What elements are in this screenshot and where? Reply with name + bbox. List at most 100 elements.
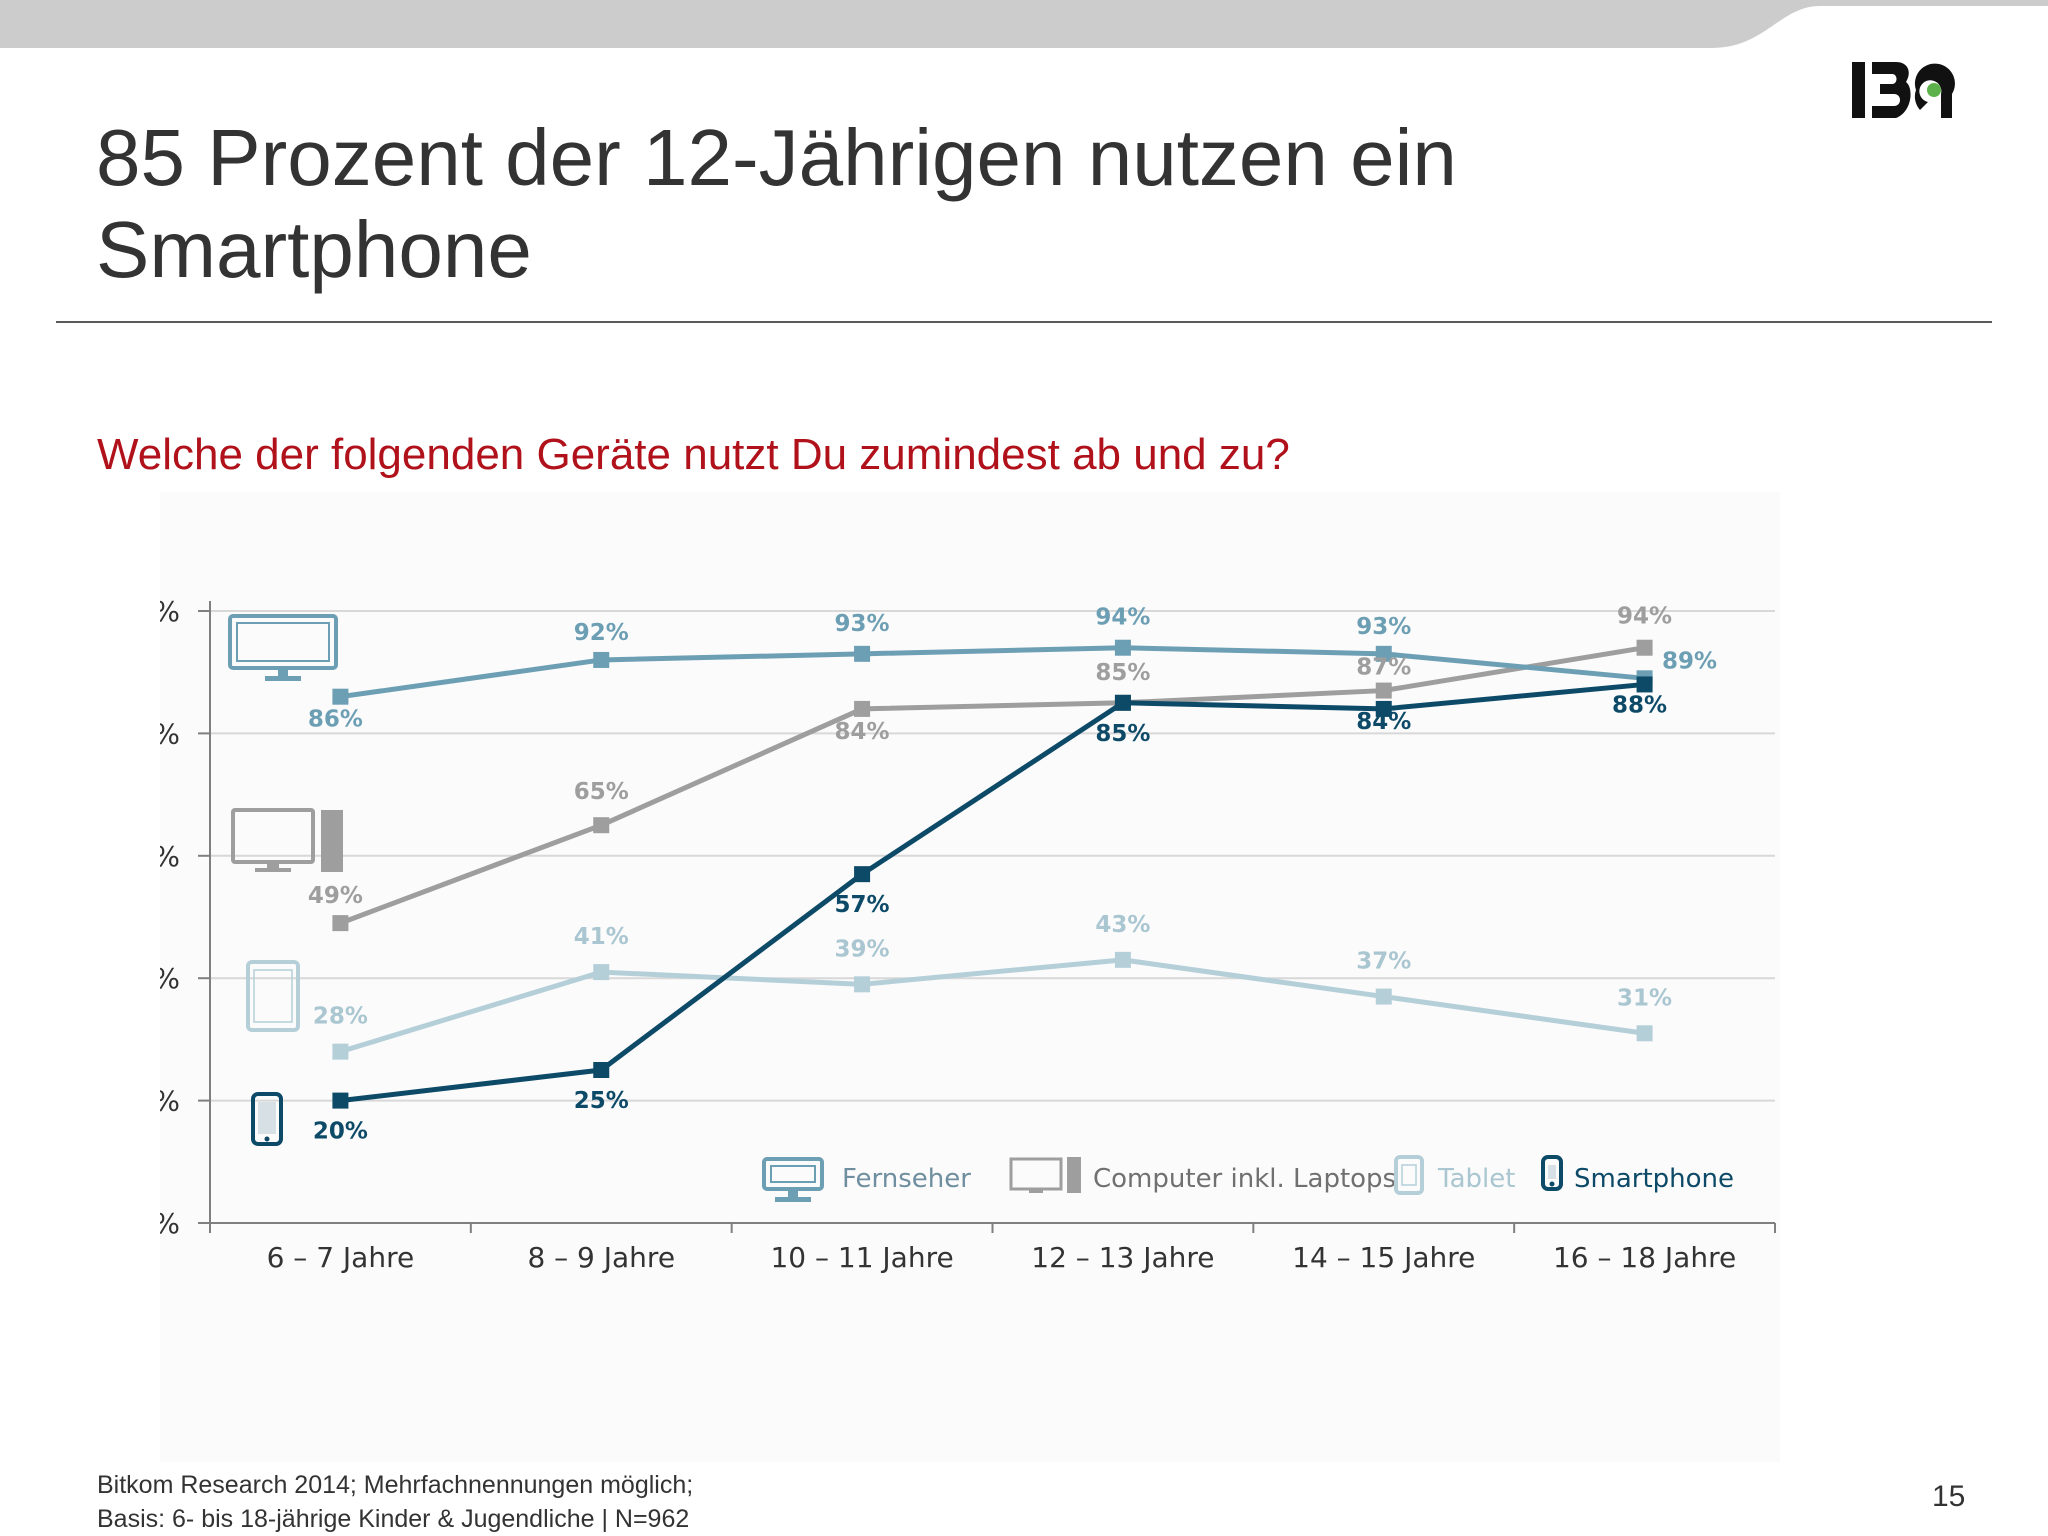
tablet-data-label: 41% xyxy=(574,924,629,950)
smartphone-point xyxy=(854,866,871,883)
fernseher-point xyxy=(1114,639,1131,656)
title-divider xyxy=(56,321,1992,323)
fernseher-point xyxy=(1375,645,1392,662)
tablet-icon-screen xyxy=(253,969,293,1023)
legend-label-computer: Computer inkl. Laptops xyxy=(1093,1164,1396,1194)
smartphone-point xyxy=(1636,676,1653,693)
smartphone-data-label: 57% xyxy=(835,892,890,918)
tablet-point xyxy=(1375,988,1392,1005)
chart-panel: 0% 20% 40% 60% 80% 100% 6 – 7 Jahre 8 – 9 Jahre… xyxy=(160,492,1780,1462)
slide-title-line-1: 85 Prozent der 12-Jährigen nutzen ein xyxy=(96,113,1457,202)
smartphone-icon-home xyxy=(264,1136,270,1142)
tablet-data-label: 43% xyxy=(1095,912,1150,938)
top-band-shape xyxy=(0,0,2048,48)
fernseher-data-label: 86% xyxy=(308,707,363,733)
legend-tv-icon-screen xyxy=(770,1165,816,1183)
computer-line xyxy=(339,645,1645,926)
computer-data-label: 49% xyxy=(308,883,363,909)
legend-tablet-icon-screen xyxy=(1401,1164,1417,1186)
computer-data-label: 87% xyxy=(1356,655,1411,681)
x-tick-label: 16 – 18 Jahre xyxy=(1553,1241,1736,1274)
legend-computer-icon-base xyxy=(1029,1189,1043,1193)
tablet-point xyxy=(1636,1025,1653,1042)
fernseher-data-label: 94% xyxy=(1095,605,1150,631)
smartphone-data-label: 88% xyxy=(1612,692,1667,718)
page-number: 15 xyxy=(1932,1480,1966,1513)
fernseher-point xyxy=(332,688,349,705)
legend-tv-icon-base xyxy=(775,1197,811,1202)
computer-data-label: 84% xyxy=(835,719,890,745)
smartphone-data-label: 25% xyxy=(574,1088,629,1114)
computer-icon-stand xyxy=(267,862,279,868)
smartphone-data-label: 84% xyxy=(1356,709,1411,735)
line-chart: 0% 20% 40% 60% 80% 100% 6 – 7 Jahre 8 – 9 Jahre… xyxy=(160,595,1776,1274)
y-tick-label: 80% xyxy=(160,717,180,750)
tablet-point xyxy=(332,1043,349,1060)
smartphone-data-label: 20% xyxy=(313,1119,368,1145)
smartphone-line xyxy=(340,681,1645,1104)
fernseher-point xyxy=(854,645,871,662)
source-note: Bitkom Research 2014; Mehrfachnennungen … xyxy=(97,1468,693,1536)
smartphone-point xyxy=(332,1092,349,1109)
y-tick-label: 40% xyxy=(160,962,180,995)
x-tick-label: 14 – 15 Jahre xyxy=(1292,1241,1475,1274)
x-tick-label: 6 – 7 Jahre xyxy=(267,1241,415,1274)
computer-point xyxy=(593,817,610,834)
tablet-point xyxy=(854,976,871,993)
slide-title: 85 Prozent der 12-Jährigen nutzen ein Sm… xyxy=(96,112,1696,296)
legend-smartphone-icon xyxy=(1541,1155,1563,1191)
y-tick-label: 0% xyxy=(160,1207,180,1240)
fernseher-point xyxy=(593,651,610,668)
computer-data-label: 85% xyxy=(1095,660,1150,686)
survey-question: Welche der folgenden Geräte nutzt Du zum… xyxy=(97,430,1290,479)
x-tick-label: 12 – 13 Jahre xyxy=(1031,1241,1214,1274)
fernseher-data-label: 89% xyxy=(1662,648,1717,674)
smartphone-data-label: 85% xyxy=(1095,721,1150,747)
legend-tv-icon xyxy=(762,1157,824,1191)
fernseher-line xyxy=(340,645,1645,700)
y-tick-label: 60% xyxy=(160,840,180,873)
legend-label-smartphone: Smartphone xyxy=(1574,1164,1734,1194)
tablet-point xyxy=(1114,951,1131,968)
fernseher-data-label: 92% xyxy=(574,620,629,646)
tablet-point xyxy=(593,964,610,981)
tablet-icon xyxy=(246,960,300,1032)
tv-icon-stand xyxy=(278,668,288,676)
smartphone-point xyxy=(1375,700,1392,717)
legend-label-tablet: Tablet xyxy=(1437,1164,1515,1194)
legend-smartphone-icon-home xyxy=(1549,1181,1555,1187)
x-tick-label: 8 – 9 Jahre xyxy=(527,1241,675,1274)
smartphone-point xyxy=(1114,694,1131,711)
legend-tablet-icon xyxy=(1394,1155,1424,1195)
smartphone-icon xyxy=(251,1092,283,1146)
tablet-data-label: 39% xyxy=(835,936,890,962)
legend-smartphone-icon-screen xyxy=(1548,1165,1556,1179)
tablet-data-label: 31% xyxy=(1617,985,1672,1011)
computer-icon-base xyxy=(255,868,291,872)
tablet-data-label: 28% xyxy=(313,1004,368,1030)
x-tick-label: 10 – 11 Jahre xyxy=(770,1241,953,1274)
computer-point xyxy=(854,700,871,717)
tv-icon-screen xyxy=(236,622,330,662)
source-line-2: Basis: 6- bis 18-jährige Kinder & Jugend… xyxy=(97,1505,690,1533)
computer-point xyxy=(332,915,349,932)
tablet-data-label: 37% xyxy=(1356,949,1411,975)
computer-point xyxy=(1636,639,1653,656)
fernseher-data-label: 93% xyxy=(835,611,890,637)
computer-data-label: 94% xyxy=(1617,604,1672,630)
legend-computer-icon xyxy=(1009,1157,1063,1191)
tablet-line xyxy=(339,957,1645,1055)
tv-icon-base xyxy=(265,676,301,681)
computer-icon-tower xyxy=(321,810,343,872)
smartphone-point xyxy=(593,1062,610,1078)
computer-data-label: 65% xyxy=(574,779,629,805)
y-tick-label: 100% xyxy=(160,595,180,628)
smartphone-icon-screen xyxy=(258,1102,276,1134)
source-line-1: Bitkom Research 2014; Mehrfachnennungen … xyxy=(97,1471,694,1499)
legend-computer-icon-tower xyxy=(1067,1157,1081,1193)
y-tick-label: 20% xyxy=(160,1085,180,1118)
ibi-logo xyxy=(1852,62,1955,118)
top-band xyxy=(0,0,2048,48)
computer-icon xyxy=(231,808,315,864)
fernseher-data-label: 93% xyxy=(1356,614,1411,640)
